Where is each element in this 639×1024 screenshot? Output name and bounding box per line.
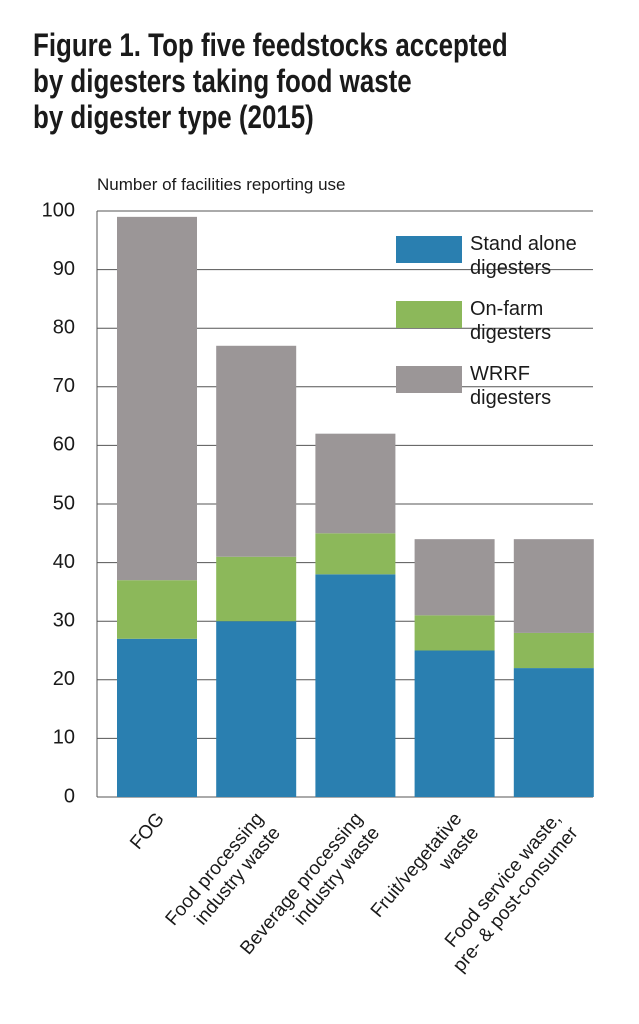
bar-segment <box>513 668 594 797</box>
x-tick-label-line: FOG <box>126 809 169 854</box>
bar-segment <box>216 556 297 622</box>
legend-label: Stand alone digesters <box>470 233 577 279</box>
y-tick-label: 10 <box>53 727 75 749</box>
y-tick-label: 30 <box>53 609 75 631</box>
bar-segment <box>117 638 197 797</box>
y-tick-label: 20 <box>53 668 75 690</box>
bar-segment <box>414 615 495 651</box>
title-line: by digester type (2015) <box>33 101 314 136</box>
y-tick-label: 80 <box>53 316 75 338</box>
bar-segment <box>117 216 197 581</box>
bar-segment <box>513 632 594 669</box>
x-tick-label-text: FOG <box>126 809 169 854</box>
bar-segment <box>414 539 495 616</box>
bar-segment <box>315 433 396 534</box>
title-line: by digesters taking food waste <box>33 65 412 100</box>
y-axis-label: Number of facilities reporting use <box>97 175 346 194</box>
y-tick-label: 100 <box>42 199 75 221</box>
bar-segment <box>216 345 297 557</box>
bar-segment <box>414 650 495 797</box>
bar-segment <box>513 539 594 633</box>
legend-label: WRRF digesters <box>470 363 552 409</box>
y-tick-label: 70 <box>53 375 75 397</box>
title-line: Figure 1. Top five feedstocks accepted <box>33 29 508 64</box>
y-tick-label: 50 <box>53 492 75 514</box>
legend-item: WRRF digesters <box>470 363 552 409</box>
title: Figure 1. Top five feedstocks accepted b… <box>33 29 508 136</box>
bar-segment <box>117 580 197 639</box>
y-tick-label: 60 <box>53 434 75 456</box>
y-tick-label: 90 <box>53 258 75 280</box>
bar-segment <box>315 533 396 575</box>
legend-item: Stand alone digesters <box>470 233 577 279</box>
legend-label: On-farm digesters <box>470 298 552 344</box>
bar-segment <box>216 621 297 797</box>
legend-swatch <box>396 366 462 393</box>
y-tick-label: 40 <box>53 551 75 573</box>
x-tick-label: FOG <box>126 809 169 854</box>
bar-segment <box>315 574 396 797</box>
y-tick-label: 0 <box>64 785 75 807</box>
legend-swatch <box>396 301 462 328</box>
legend-swatch <box>396 236 462 263</box>
legend-item: On-farm digesters <box>470 298 552 344</box>
